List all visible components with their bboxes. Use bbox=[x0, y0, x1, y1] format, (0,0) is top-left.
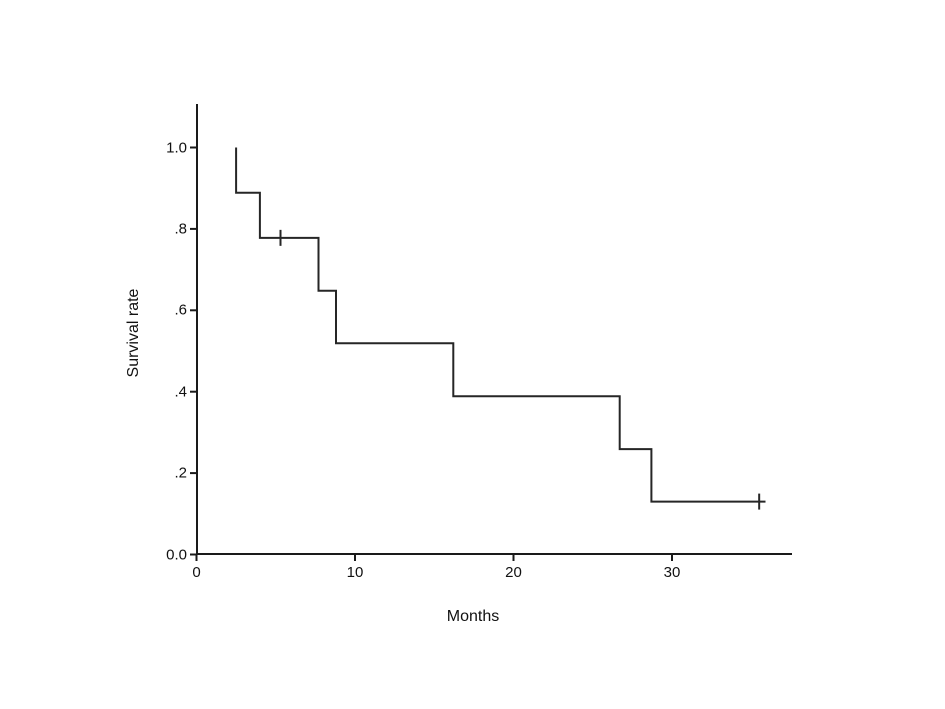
y-tick-label: .2 bbox=[174, 464, 187, 482]
y-tick-label: .8 bbox=[174, 220, 187, 238]
y-tick-label: .6 bbox=[174, 301, 187, 319]
y-tick-label: 0.0 bbox=[166, 546, 187, 563]
survival-curve bbox=[235, 147, 766, 503]
y-axis-title: Survival rate bbox=[125, 288, 142, 378]
x-tick-label: 10 bbox=[346, 564, 364, 581]
x-tick-label: 20 bbox=[505, 564, 522, 581]
x-tick-label: 30 bbox=[663, 564, 681, 581]
y-tick-label: .4 bbox=[174, 383, 187, 401]
x-tick-label: 0 bbox=[192, 564, 201, 581]
y-tick-label: 1.0 bbox=[166, 139, 187, 156]
x-axis-title: Months bbox=[446, 608, 500, 625]
